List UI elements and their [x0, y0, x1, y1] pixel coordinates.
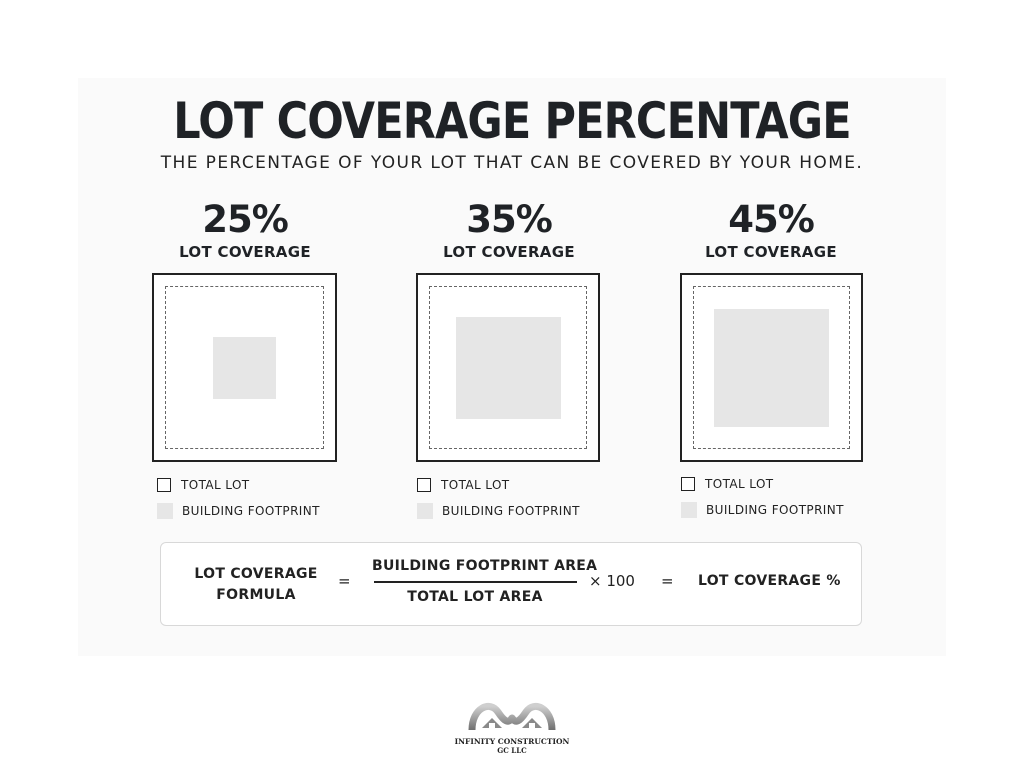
panel-2-building-footprint [456, 317, 561, 419]
formula-equals-sign-2: = [661, 572, 674, 590]
formula-numerator: BUILDING FOOTPRINT AREA [372, 558, 598, 574]
panel-1-building-footprint [213, 337, 276, 399]
legend-label: BUILDING FOOTPRINT [182, 504, 320, 518]
company-logo-icon [468, 703, 556, 731]
legend-label: TOTAL LOT [705, 477, 774, 491]
panel-1-setback-line [165, 286, 324, 449]
formula-multiplier: × 100 [589, 572, 635, 590]
fraction-bar [374, 581, 577, 583]
total-lot-swatch [681, 477, 695, 491]
page-title: LOT COVERAGE PERCENTAGE [173, 92, 851, 150]
panel-3-caption: LOT COVERAGE [705, 243, 837, 261]
panel-1-percent: 25% [202, 198, 289, 241]
formula-result: LOT COVERAGE % [698, 573, 841, 589]
panel-1-legend-footprint: BUILDING FOOTPRINT [157, 503, 320, 519]
panel-3-legend-footprint: BUILDING FOOTPRINT [681, 502, 844, 518]
logo-company-name: INFINITY CONSTRUCTION [454, 737, 570, 746]
formula-label-line2: FORMULA [216, 587, 296, 603]
legend-label: TOTAL LOT [181, 478, 250, 492]
panel-1-caption: LOT COVERAGE [179, 243, 311, 261]
panel-2-legend-total-lot: TOTAL LOT [417, 478, 510, 492]
panel-3-percent: 45% [728, 198, 815, 241]
formula-denominator: TOTAL LOT AREA [407, 589, 543, 605]
panel-2-percent: 35% [466, 198, 553, 241]
total-lot-swatch [417, 478, 431, 492]
formula-label-line1: LOT COVERAGE [194, 566, 318, 582]
formula-box [160, 542, 862, 626]
panel-3-building-footprint [714, 309, 829, 427]
panel-2-caption: LOT COVERAGE [443, 243, 575, 261]
legend-label: TOTAL LOT [441, 478, 510, 492]
footprint-swatch [681, 502, 697, 518]
page-subtitle: THE PERCENTAGE OF YOUR LOT THAT CAN BE C… [160, 153, 864, 173]
total-lot-swatch [157, 478, 171, 492]
panel-2-legend-footprint: BUILDING FOOTPRINT [417, 503, 580, 519]
footprint-swatch [157, 503, 173, 519]
legend-label: BUILDING FOOTPRINT [442, 504, 580, 518]
panel-3-legend-total-lot: TOTAL LOT [681, 477, 774, 491]
formula-equals-sign: = [338, 572, 351, 590]
logo-company-suffix: GC LLC [497, 746, 527, 755]
legend-label: BUILDING FOOTPRINT [706, 503, 844, 517]
panel-2-setback-line [429, 286, 587, 449]
footprint-swatch [417, 503, 433, 519]
panel-1-legend-total-lot: TOTAL LOT [157, 478, 250, 492]
panel-3-setback-line [693, 286, 850, 449]
